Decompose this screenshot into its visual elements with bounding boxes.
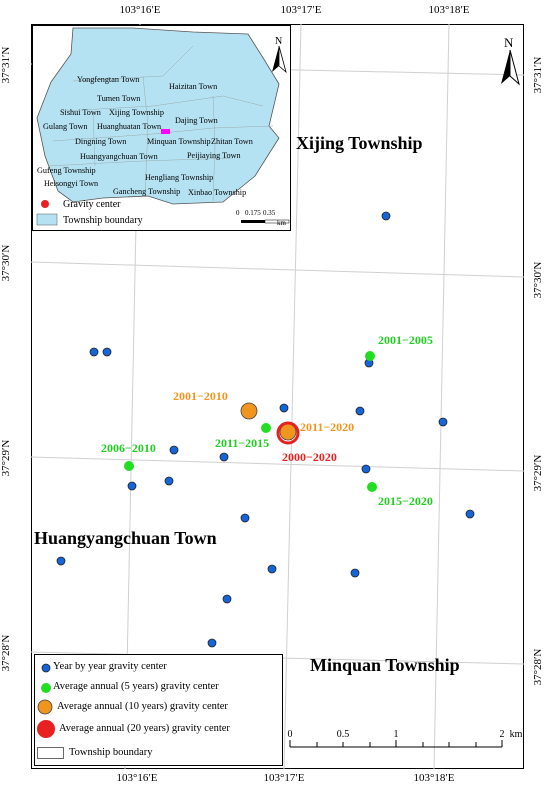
inset-legend-boundary-symbol [36,213,58,226]
yearly-point [355,406,365,416]
inset-legend-boundary: Township boundary [63,215,143,226]
ten-year-point [240,402,258,420]
twenty-year-point [276,421,300,445]
label-2001-2005: 2001−2005 [378,333,433,347]
inset-town-label: Zhitan Town [211,137,253,146]
region-xijing: Xijing Township [296,133,423,153]
five-year-point [365,351,375,361]
inset-town-label: Haizitan Town [169,82,218,91]
legend-row-twenty: Average annual (20 years) gravity center [35,720,284,739]
inset-town-label: Heisongyi Town [44,179,99,188]
parallel-line [30,456,525,472]
inset-scale-1: 0.175 [245,209,261,217]
north-arrow-icon [501,49,520,86]
yearly-point [381,211,391,221]
inset-town-label: Yongfengtan Town [77,75,140,84]
meridian-line [283,23,302,770]
yearly-point [350,568,360,578]
label-2015-2020: 2015−2020 [378,494,433,508]
inset-boundaries [47,45,274,202]
inset-town-label: Huangyangchuan Town [80,152,158,161]
inset-scale-2: 0.35 [263,209,276,217]
yearly-point [127,481,137,491]
scale-label: 2 [500,729,505,740]
ten-year-points [240,402,297,441]
top-tick-3: 103°18′E [428,4,470,16]
region-minquan: Minquan Township [310,655,460,675]
yearly-point [169,445,179,455]
meridian-line [433,23,450,770]
yearly-point [438,417,448,427]
legend: Year by year gravity center Average annu… [34,654,283,766]
yearly-point [102,347,112,357]
legend-five-label: Average annual (5 years) gravity center [53,681,219,692]
yearly-points [56,211,475,648]
yearly-point [240,513,250,523]
top-tick-2: 103°17′E [280,4,322,16]
inset-legend-gravity: Gravity center [63,199,121,210]
yearly-point [89,347,99,357]
yearly-point [219,452,229,462]
inset-town-label: Sishui Town [60,108,101,117]
inset-town-label: Dajing Town [175,116,218,125]
top-tick-1: 103°16′E [119,4,161,16]
north-arrow-label: N [504,35,514,50]
label-2006-2010: 2006−2010 [101,441,156,455]
yearly-point [207,638,217,648]
inset-county-area [36,27,280,205]
inset-town-label: Gufeng Township [37,166,96,175]
bottom-tick-1: 103°16′E [116,772,158,784]
legend-row-yearly: Year by year gravity center [35,659,284,677]
scale-bar [289,740,503,748]
yearly-point [465,509,475,519]
scale-label: 0.5 [337,729,350,740]
legend-yearly-label: Year by year gravity center [53,661,167,672]
scale-label: 0 [288,729,293,740]
yearly-point [56,556,66,566]
legend-row-boundary: Township boundary [35,745,284,763]
yearly-point [164,476,174,486]
legend-row-five: Average annual (5 years) gravity center [35,679,284,697]
inset-town-label: Hengliang Township [145,173,214,182]
inset-town-label: Xijing Township [109,108,165,117]
inset-town-label: Gulang Town [43,122,88,131]
inset-town-label: Xinbao Township [188,188,247,197]
scale-unit: km [510,729,523,740]
five-year-points [124,351,377,492]
legend-twenty-label: Average annual (20 years) gravity center [59,723,230,734]
scale-label: 1 [394,729,399,740]
five-year-point [124,461,134,471]
legend-row-ten: Average annual (10 years) gravity center [35,699,284,717]
inset-town-label: Peijiaying Town [187,151,241,160]
legend-boundary-label: Township boundary [69,747,153,758]
five-year-point [367,482,377,492]
inset-town-label: Tumen Town [97,94,141,103]
inset-north-icon [272,45,287,74]
inset-town-label: Huanghuatan Town [97,122,162,131]
bottom-tick-2: 103°17′E [263,772,305,784]
inset-study-area [161,129,170,134]
legend-ten-label: Average annual (10 years) gravity center [57,701,228,712]
yearly-point [267,564,277,574]
inset-scale-unit: km [277,219,286,227]
label-2000-2020: 2000−2020 [282,450,337,464]
inset-legend-gravity-symbol [41,200,49,208]
region-huangyangchuan: Huangyangchuan Town [34,528,217,548]
yearly-point [222,594,232,604]
five-year-point [261,423,271,433]
label-2011-2020: 2011−2020 [300,420,355,434]
label-2001-2010: 2001−2010 [173,389,228,403]
inset-town-label: Gancheng Township [113,187,181,196]
bottom-tick-3: 103°18′E [413,772,455,784]
inset-north-label: N [275,36,282,47]
inset-scale-0: 0 [236,209,240,217]
inset-town-label: Dingning Town [75,137,127,146]
inset-map: N Yongfengtan Town Haizitan Town Tumen T… [32,25,291,231]
yearly-point [279,403,289,413]
inset-canvas: N [36,27,290,226]
parallel-line [30,261,525,278]
label-2011-2015: 2011−2015 [215,436,270,450]
yearly-point [361,464,371,474]
inset-town-label: Minquan Township [147,137,211,146]
